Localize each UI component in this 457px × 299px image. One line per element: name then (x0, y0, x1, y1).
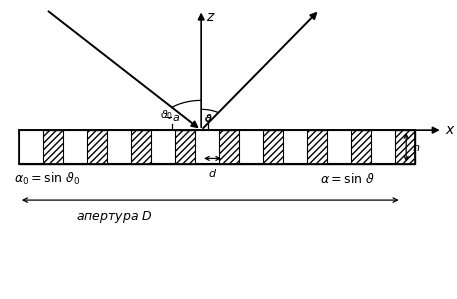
Text: $a$: $a$ (204, 113, 212, 123)
Bar (107, 130, 131, 163)
Text: $\alpha = \sin\,\vartheta$: $\alpha = \sin\,\vartheta$ (319, 172, 375, 186)
Bar (195, 130, 219, 163)
Text: апертура $D$: апертура $D$ (76, 209, 153, 225)
Bar (63, 130, 87, 163)
Text: $\vartheta$: $\vartheta$ (204, 112, 213, 124)
Text: $h$: $h$ (412, 141, 420, 153)
Text: $d$: $d$ (208, 167, 217, 179)
Text: z: z (206, 10, 213, 24)
Bar (151, 130, 175, 163)
Bar (283, 130, 308, 163)
Bar (371, 130, 395, 163)
Text: x: x (445, 123, 453, 137)
Bar (327, 130, 351, 163)
Text: $\vartheta_0$: $\vartheta_0$ (160, 108, 174, 122)
Text: $\alpha_0 = \sin\,\vartheta_0$: $\alpha_0 = \sin\,\vartheta_0$ (14, 171, 80, 187)
Bar (19, 130, 43, 163)
Bar (19, 130, 415, 164)
Text: $-a$: $-a$ (163, 113, 180, 123)
Bar (239, 130, 263, 163)
